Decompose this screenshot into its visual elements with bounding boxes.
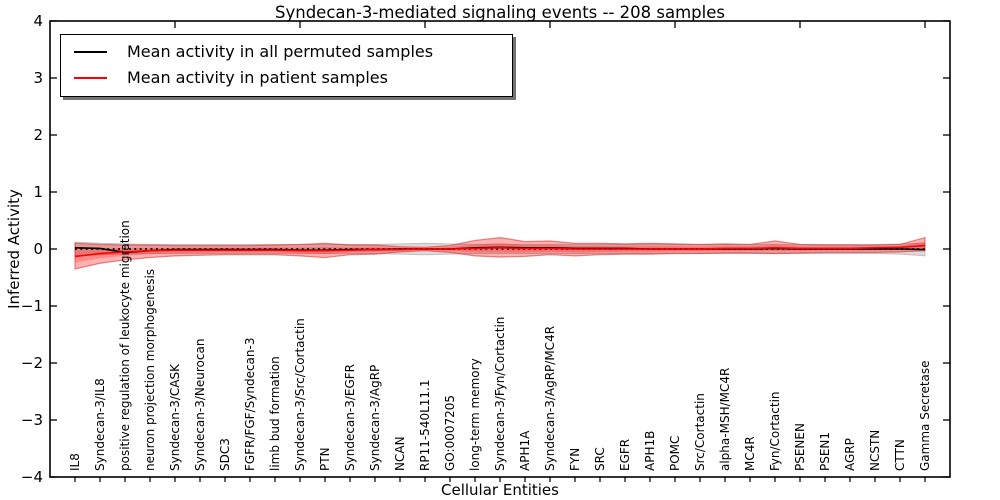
x-category-label: GO:0007205 [443,395,457,471]
x-category-label: neuron projection morphogenesis [143,269,157,471]
x-category-label: PTN [318,447,332,471]
x-category-label: EGFR [618,439,632,471]
y-tick-label: 2 [33,126,43,144]
x-category-label: Syndecan-3/EGFR [343,364,357,471]
x-axis-label: Cellular Entities [441,481,559,499]
x-category-label: CTTN [893,439,907,471]
x-category-label: Syndecan-3/IL8 [93,378,107,471]
x-category-label: Syndecan-3/AgRP [368,365,382,471]
x-category-label: positive regulation of leukocyte migrati… [118,220,132,471]
x-category-label: POMC [668,436,682,471]
x-category-label: Syndecan-3/Fyn/Cortactin [493,317,507,471]
x-category-label: Src/Cortactin [693,393,707,471]
y-tick-label: −4 [21,468,43,486]
legend-item-label: Mean activity in all permuted samples [127,42,434,61]
y-tick-label: −1 [21,297,43,315]
legend-item: Mean activity in patient samples [74,68,502,87]
y-tick-label: −3 [21,411,43,429]
x-category-label: NCSTN [868,430,882,471]
x-category-label: FYN [568,448,582,471]
patient-mean-line [74,244,926,258]
legend-line-sample [74,76,107,79]
x-category-label: limb bud formation [268,356,282,471]
x-category-label: PSEN1 [818,432,832,471]
y-tick-label: 3 [33,69,43,87]
legend-item-label: Mean activity in patient samples [127,68,388,87]
x-category-label: IL8 [68,453,82,471]
x-category-label: alpha-MSH/MC4R [718,368,732,471]
x-category-label: Syndecan-3/Src/Cortactin [293,318,307,471]
y-tick-label: −2 [21,354,43,372]
x-category-label: Fyn/Cortactin [768,391,782,471]
x-category-label: SRC [593,447,607,471]
patient-std-band-inner [75,241,925,263]
chart-title: Syndecan-3-mediated signaling events -- … [275,3,725,22]
x-category-label: AGRP [843,438,857,471]
x-category-label: APH1A [518,430,532,471]
x-category-label: RP11-540L11.1 [418,380,432,471]
x-category-label: Syndecan-3/Neurocan [193,339,207,471]
x-category-label: long-term memory [468,358,482,471]
x-category-label: PSENEN [793,423,807,471]
patient-std-band [74,236,926,270]
y-tick-label: 0 [33,240,43,258]
x-category-label: Syndecan-3/CASK [168,363,182,471]
x-category-label: MC4R [743,436,757,471]
y-tick-label: 4 [33,12,43,30]
x-category-label: NCAN [393,436,407,471]
legend-box: Mean activity in all permuted samples Mea… [60,34,513,97]
x-category-label: APH1B [643,431,657,471]
x-category-label: Syndecan-3/AgRP/MC4R [543,326,557,471]
y-tick-label: 1 [33,183,43,201]
legend-line-sample [74,50,107,53]
x-category-label: SDC3 [218,438,232,471]
legend-item: Mean activity in all permuted samples [74,42,502,61]
x-category-label: FGFR/FGF/Syndecan-3 [243,338,257,471]
x-category-label: Gamma Secretase [918,360,932,471]
